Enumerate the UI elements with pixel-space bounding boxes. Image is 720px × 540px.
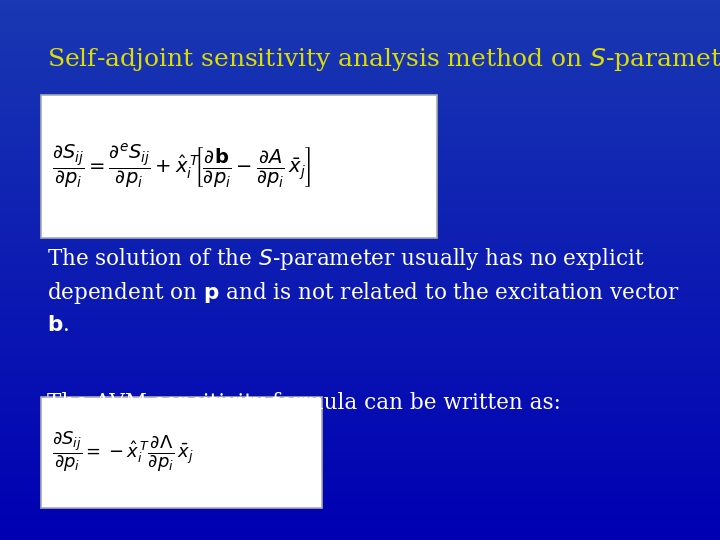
Text: The AVM sensitivity formula can be written as:: The AVM sensitivity formula can be writt… [47,392,561,414]
Text: $\dfrac{\partial S_{ij}}{\partial p_i} = -\hat{x}_i^{\,T} \dfrac{\partial \Lambd: $\dfrac{\partial S_{ij}}{\partial p_i} =… [52,430,194,475]
FancyBboxPatch shape [41,397,322,508]
Text: The solution of the $S$-parameter usually has no explicit
dependent on $\mathbf{: The solution of the $S$-parameter usuall… [47,246,680,336]
FancyBboxPatch shape [41,94,437,238]
Text: $\dfrac{\partial S_{ij}}{\partial p_i} = \dfrac{\partial^e S_{ij}}{\partial p_i}: $\dfrac{\partial S_{ij}}{\partial p_i} =… [52,141,311,191]
Text: Self-adjoint sensitivity analysis method on $S$-parameters: Self-adjoint sensitivity analysis method… [47,46,720,73]
